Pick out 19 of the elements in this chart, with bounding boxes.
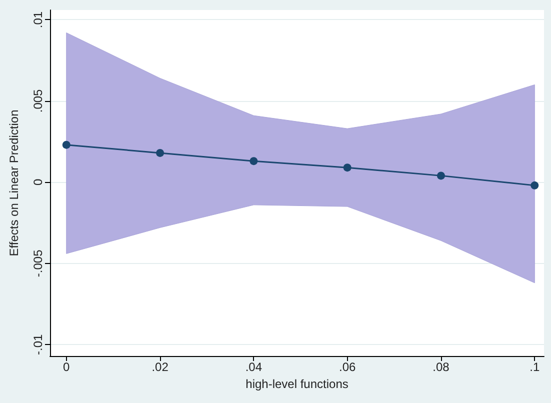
point [250, 157, 258, 166]
y-tick-label: -.01 [31, 334, 45, 355]
point [343, 164, 352, 172]
y-tick-label: 0 [31, 178, 45, 186]
point [436, 172, 445, 180]
point [156, 148, 164, 157]
x-tick-label: .06 [338, 360, 356, 374]
y-tick-label: -.005 [31, 249, 45, 278]
x-tick-label: .04 [245, 360, 262, 374]
y-tick-label: .01 [31, 11, 45, 28]
x-tick-label: .1 [530, 360, 540, 374]
point [62, 140, 70, 149]
y-axis-title: Effects on Linear Prediction [7, 110, 21, 256]
point [530, 181, 539, 190]
x-tick-label: 0 [63, 360, 70, 374]
x-tick-label: .02 [152, 360, 169, 374]
x-tick-label: .08 [432, 360, 450, 374]
y-tick-label: .005 [31, 88, 45, 113]
x-axis-title: high-level functions [246, 376, 348, 391]
